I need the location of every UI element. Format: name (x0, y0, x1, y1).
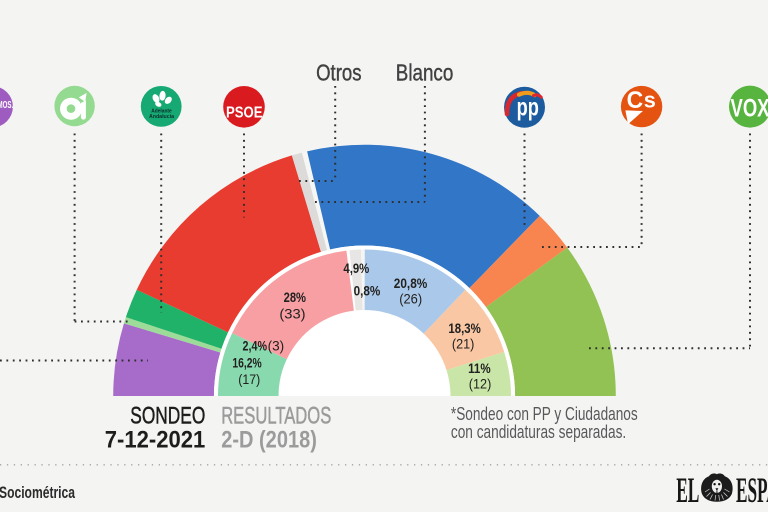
svg-text:pp: pp (517, 94, 539, 122)
svg-text:(12): (12) (469, 377, 492, 392)
svg-text:EL: EL (676, 470, 699, 510)
svg-text:PSOE: PSOE (226, 105, 263, 122)
svg-text:*Sondeo con PP y Ciudadanos: *Sondeo con PP y Ciudadanos (451, 403, 638, 424)
svg-text:18,3%: 18,3% (448, 321, 480, 336)
svg-text:(21): (21) (452, 337, 475, 352)
svg-text:(33): (33) (279, 306, 305, 321)
svg-text:Andalucía: Andalucía (149, 114, 175, 120)
svg-text:ESPAÑOL: ESPAÑOL (736, 470, 768, 510)
svg-text:Otros: Otros (316, 59, 361, 85)
svg-text:VOX: VOX (731, 95, 768, 123)
svg-text:11%: 11% (468, 361, 491, 376)
svg-text:20,8%: 20,8% (394, 276, 428, 291)
svg-text:Sociométrica: Sociométrica (0, 483, 75, 502)
svg-text:28%: 28% (284, 290, 306, 305)
svg-text:2,4%: 2,4% (243, 339, 268, 354)
svg-text:7-12-2021: 7-12-2021 (105, 426, 206, 453)
svg-text:0,8%: 0,8% (354, 284, 381, 299)
svg-text:(17): (17) (238, 372, 260, 387)
svg-text:RESULTADOS: RESULTADOS (221, 403, 331, 430)
svg-text:PODEMOS.: PODEMOS. (0, 100, 13, 111)
svg-text:s: s (644, 88, 656, 113)
svg-text:Adelante: Adelante (151, 109, 172, 115)
svg-text:Blanco: Blanco (396, 59, 454, 85)
svg-text:2-D (2018): 2-D (2018) (221, 426, 317, 453)
svg-text:4,9%: 4,9% (343, 261, 369, 276)
svg-text:con candidaturas separadas.: con candidaturas separadas. (451, 421, 626, 442)
svg-text:C: C (627, 87, 644, 114)
svg-text:SONDEO: SONDEO (130, 403, 205, 430)
svg-text:(3): (3) (268, 339, 285, 354)
svg-text:16,2%: 16,2% (232, 355, 261, 370)
svg-text:(26): (26) (399, 292, 422, 307)
